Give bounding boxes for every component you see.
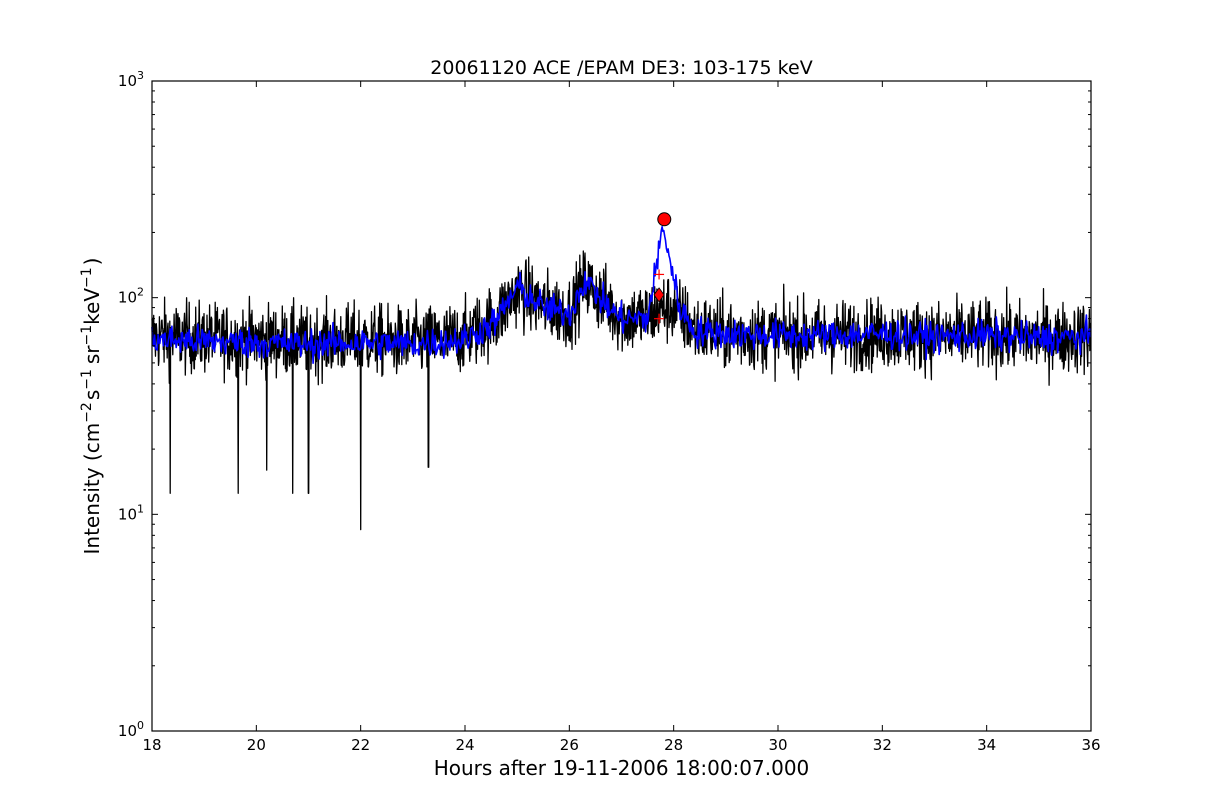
- x-tick-label: 22: [351, 736, 370, 754]
- x-tick-label: 32: [873, 736, 892, 754]
- y-tick-label: 103: [118, 69, 144, 90]
- peak-marker: [657, 212, 672, 227]
- series-layer: [151, 226, 1092, 531]
- x-tick-label: 26: [560, 736, 579, 754]
- plot-area-frame: [151, 80, 1092, 732]
- x-tick-label: 34: [977, 736, 996, 754]
- y-tick-label: 102: [118, 286, 144, 307]
- onset-marker: [653, 287, 665, 303]
- series-smoothed-line: [151, 226, 1092, 365]
- marker-layer: [653, 212, 672, 324]
- level-marker: [654, 269, 665, 280]
- x-tick-label: 18: [142, 736, 161, 754]
- chart-title: 20061120 ACE /EPAM DE3: 103-175 keV: [430, 57, 812, 79]
- x-axis-label: Hours after 19-11-2006 18:00:07.000: [434, 756, 810, 780]
- y-tick-label: 101: [118, 502, 144, 523]
- x-tick-label: 28: [664, 736, 683, 754]
- x-tick-label: 36: [1081, 736, 1100, 754]
- series-raw-line: [151, 250, 1092, 531]
- tick-layer: 18 20 22 24 26 28 30 32 34 36 100 101 102 103: [118, 69, 1101, 754]
- y-axis-label: Intensity (cm−2s−1sr−1keV−1): [79, 257, 104, 554]
- y-tick-label: 100: [118, 719, 144, 740]
- level-marker: [654, 313, 665, 324]
- x-tick-label: 24: [455, 736, 474, 754]
- x-tick-label: 30: [768, 736, 787, 754]
- x-tick-label: 20: [247, 736, 266, 754]
